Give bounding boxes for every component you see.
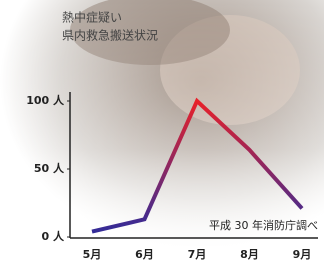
x-tick-label: 6月 xyxy=(135,248,154,261)
y-tick-label: 0 人 xyxy=(42,229,65,243)
x-tick-label: 8月 xyxy=(240,248,259,261)
y-tick-label: 100 人 xyxy=(26,93,65,107)
chart-title: 熱中症疑い xyxy=(62,10,122,25)
x-tick-label: 5月 xyxy=(83,248,102,261)
x-tick-label: 9月 xyxy=(293,248,312,261)
chart-title: 県内救急搬送状況 xyxy=(62,28,158,43)
y-tick-label: 50 人 xyxy=(34,161,65,175)
x-tick-label: 7月 xyxy=(188,248,207,261)
chart: 熱中症疑い 県内救急搬送状況 平成 30 年消防庁調べ 0 人 50 人 100 人… xyxy=(0,0,324,271)
source-note: 平成 30 年消防庁調べ xyxy=(209,218,318,232)
